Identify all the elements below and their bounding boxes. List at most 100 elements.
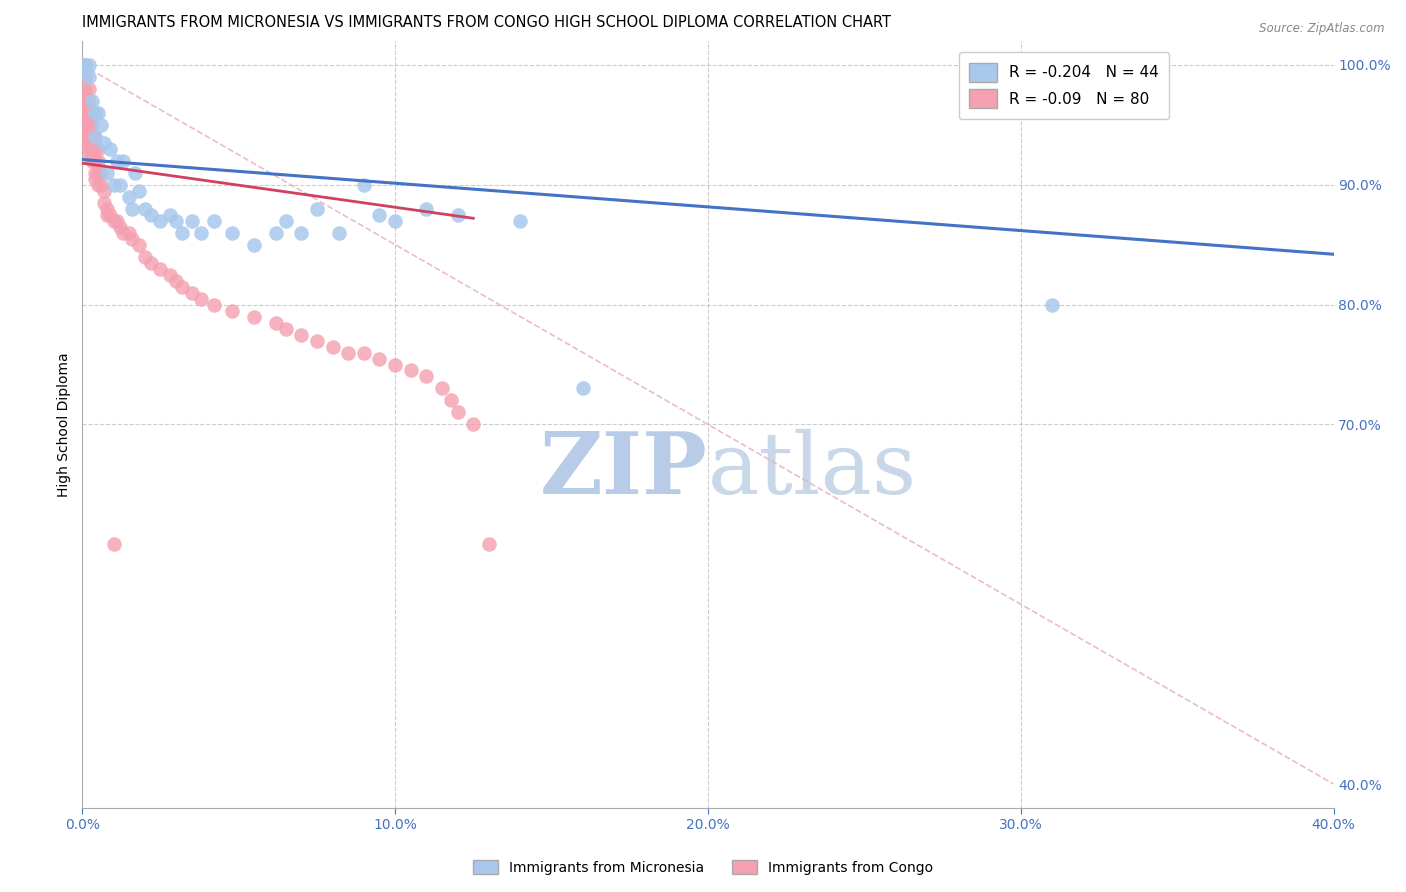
Point <box>124 166 146 180</box>
Point <box>105 213 128 227</box>
Point <box>75 94 97 108</box>
Point <box>149 261 172 276</box>
Point <box>77 129 100 144</box>
Point <box>100 208 122 222</box>
Point <box>118 226 141 240</box>
Point <box>103 537 125 551</box>
Point <box>96 208 118 222</box>
Point <box>202 213 225 227</box>
Point <box>509 213 531 227</box>
Text: ZIP: ZIP <box>540 428 707 513</box>
Point <box>202 297 225 311</box>
Point <box>93 136 115 150</box>
Point <box>83 129 105 144</box>
Point <box>75 124 97 138</box>
Point <box>83 166 105 180</box>
Point <box>121 202 143 216</box>
Point <box>75 63 97 78</box>
Point <box>87 142 110 156</box>
Point <box>305 334 328 348</box>
Point <box>290 226 312 240</box>
Point <box>75 70 97 84</box>
Point <box>322 339 344 353</box>
Point <box>139 208 162 222</box>
Point <box>90 166 112 180</box>
Point <box>571 382 593 396</box>
Point <box>353 345 375 359</box>
Point <box>77 118 100 132</box>
Point <box>159 268 181 282</box>
Point <box>75 58 97 72</box>
Text: atlas: atlas <box>707 429 917 512</box>
Point <box>180 213 202 227</box>
Point <box>274 321 297 335</box>
Point <box>165 274 187 288</box>
Point <box>96 202 118 216</box>
Point <box>243 237 266 252</box>
Point <box>80 94 103 108</box>
Point <box>77 70 100 84</box>
Point <box>305 202 328 216</box>
Point <box>274 213 297 227</box>
Point <box>80 105 103 120</box>
Point <box>75 105 97 120</box>
Point <box>134 250 156 264</box>
Point <box>264 316 287 330</box>
Point <box>172 279 194 293</box>
Point <box>337 345 360 359</box>
Point <box>108 178 131 192</box>
Point <box>463 417 485 432</box>
Point <box>111 226 134 240</box>
Point <box>415 369 437 384</box>
Point <box>75 129 97 144</box>
Legend: Immigrants from Micronesia, Immigrants from Congo: Immigrants from Micronesia, Immigrants f… <box>467 855 939 880</box>
Point <box>83 153 105 168</box>
Point <box>180 285 202 300</box>
Point <box>83 129 105 144</box>
Point <box>103 213 125 227</box>
Point <box>80 153 103 168</box>
Point <box>77 136 100 150</box>
Point <box>80 147 103 161</box>
Point <box>87 153 110 168</box>
Point <box>77 105 100 120</box>
Point <box>221 303 243 318</box>
Point <box>149 213 172 227</box>
Point <box>77 58 100 72</box>
Point <box>75 58 97 72</box>
Point <box>87 178 110 192</box>
Point <box>103 178 125 192</box>
Legend: R = -0.204   N = 44, R = -0.09   N = 80: R = -0.204 N = 44, R = -0.09 N = 80 <box>959 53 1170 119</box>
Point <box>190 226 212 240</box>
Point <box>90 178 112 192</box>
Point <box>83 171 105 186</box>
Point <box>108 219 131 234</box>
Point <box>77 124 100 138</box>
Point <box>190 292 212 306</box>
Point <box>75 112 97 126</box>
Point <box>93 195 115 210</box>
Point <box>87 166 110 180</box>
Point <box>368 208 391 222</box>
Point <box>75 118 97 132</box>
Point <box>77 82 100 96</box>
Point <box>415 202 437 216</box>
Point <box>159 208 181 222</box>
Point <box>75 136 97 150</box>
Point <box>440 393 463 408</box>
Point <box>139 255 162 269</box>
Point <box>77 112 100 126</box>
Y-axis label: High School Diploma: High School Diploma <box>58 352 72 497</box>
Point <box>100 142 122 156</box>
Point <box>111 153 134 168</box>
Point <box>121 232 143 246</box>
Point <box>83 105 105 120</box>
Point <box>75 87 97 102</box>
Point <box>80 142 103 156</box>
Point <box>75 100 97 114</box>
Point <box>399 363 422 377</box>
Point <box>264 226 287 240</box>
Point <box>384 358 406 372</box>
Point <box>430 382 453 396</box>
Point <box>83 142 105 156</box>
